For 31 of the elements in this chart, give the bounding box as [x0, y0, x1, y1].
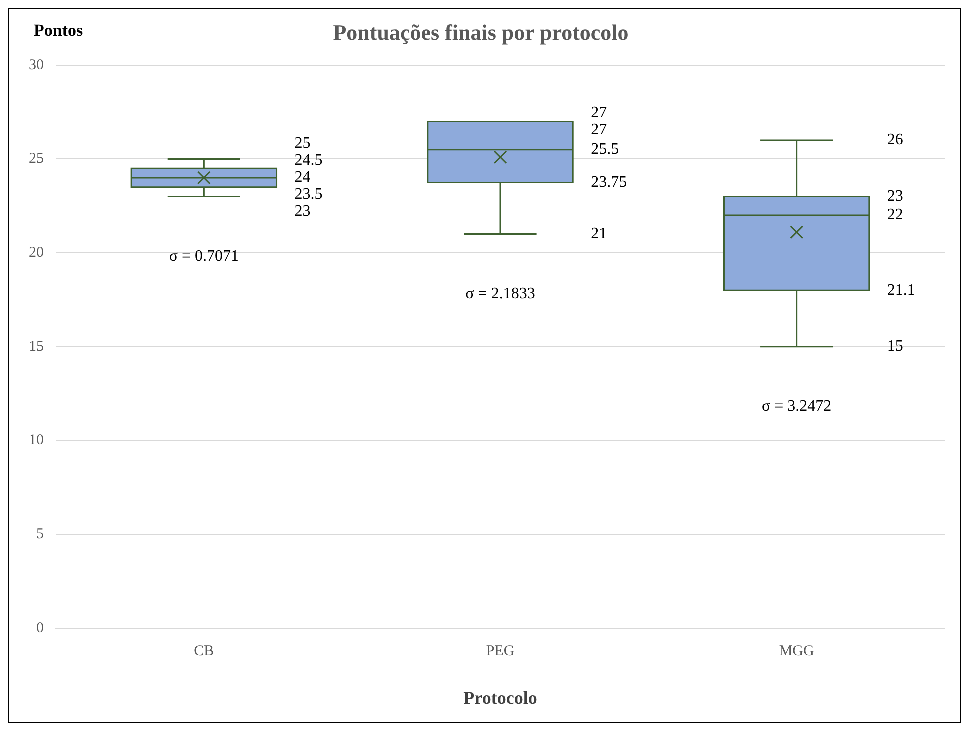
annotation: 23.75	[591, 174, 628, 191]
annotation: σ = 3.2472	[762, 398, 832, 416]
y-tick-label: 0	[36, 620, 44, 636]
annotation: 15	[887, 338, 904, 356]
annotation: σ = 2.1833	[466, 286, 536, 303]
x-axis-title: Protocolo	[464, 688, 538, 708]
annotation: 24.5	[294, 152, 323, 170]
annotation: 23.5	[294, 186, 323, 204]
chart-title: Pontuações finais por protocolo	[333, 20, 629, 45]
x-tick-label: CB	[194, 643, 214, 660]
y-tick-label: 15	[29, 338, 44, 355]
annotation: 23	[887, 188, 904, 205]
y-axis-title: Pontos	[34, 20, 84, 40]
x-tick-label: MGG	[779, 643, 814, 660]
annotation: 25.5	[591, 141, 620, 158]
annotation: 27	[591, 104, 608, 122]
annotation: 23	[294, 203, 311, 220]
y-tick-label: 10	[29, 432, 44, 449]
annotation: σ = 0.7071	[169, 248, 239, 265]
y-tick-label: 25	[29, 151, 44, 168]
annotation: 25	[294, 135, 311, 152]
y-tick-label: 20	[29, 245, 44, 262]
annotation: 21.1	[887, 282, 916, 299]
annotation: 26	[887, 132, 904, 149]
annotation: 22	[887, 206, 904, 224]
annotation: 24	[294, 169, 311, 186]
y-tick-label: 5	[36, 526, 44, 543]
y-tick-label: 30	[29, 57, 44, 74]
annotation: 21	[591, 226, 608, 243]
x-tick-label: PEG	[486, 643, 515, 660]
annotation: 27	[591, 121, 608, 138]
